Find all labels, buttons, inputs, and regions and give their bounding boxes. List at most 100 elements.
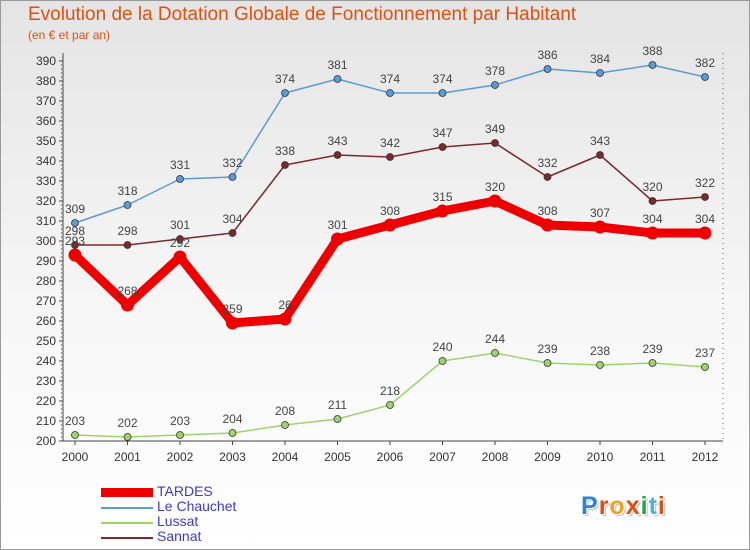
y-minor-tick [60,216,63,218]
x-tick-label: 2004 [272,450,299,464]
y-minor-tick [60,224,63,226]
y-minor-tick [60,212,63,214]
y-tick-label: 340 [36,154,56,168]
data-point-le-chauchet [648,61,657,69]
y-minor-tick [60,348,63,350]
y-minor-tick [60,112,63,114]
y-minor-tick [60,256,63,258]
y-minor-tick [60,152,63,154]
data-label-lussat: 239 [537,342,557,356]
data-label-tardes: 301 [327,218,347,232]
y-minor-tick [60,236,63,238]
y-tick-label: 260 [36,314,56,328]
x-tick-label: 2005 [324,450,351,464]
y-minor-tick [60,388,63,390]
y-minor-tick [60,288,63,290]
data-label-lussat: 203 [65,414,85,428]
logo-letter: o [609,492,626,520]
data-label-sannat: 342 [380,136,400,150]
y-minor-tick [60,296,63,298]
logo-letter: i [657,492,666,520]
data-point-le-chauchet [333,75,342,83]
data-label-sannat: 298 [117,224,137,238]
y-minor-tick [60,392,63,394]
data-point-lussat [701,363,709,371]
data-label-tardes: 308 [537,204,557,218]
y-minor-tick [60,316,63,318]
proxiti-logo: Proxiti [581,492,666,521]
y-minor-tick [60,396,63,398]
data-point-sannat [701,193,709,201]
y-minor-tick [60,88,63,90]
y-minor-tick [60,312,63,314]
y-minor-tick [60,324,63,326]
y-minor-tick [60,108,63,110]
data-point-sannat [491,139,499,147]
data-label-lussat: 202 [117,416,137,430]
y-minor-tick [60,104,63,106]
data-label-le-chauchet: 381 [327,58,347,72]
y-minor-tick [60,92,63,94]
data-point-lussat [386,401,394,409]
data-point-sannat [123,241,132,249]
data-label-lussat: 208 [275,404,295,418]
data-label-lussat: 239 [642,342,662,356]
data-point-tardes [488,194,502,208]
y-minor-tick [60,76,63,78]
data-label-le-chauchet: 332 [222,156,242,170]
x-tick-label: 2000 [62,450,89,464]
y-minor-tick [60,196,63,198]
y-minor-tick [60,96,63,98]
data-label-le-chauchet: 374 [380,72,400,86]
y-tick-label: 360 [36,114,56,128]
x-tick-label: 2011 [640,450,666,464]
y-tick-label: 270 [36,294,56,308]
data-point-lussat [281,421,289,429]
y-minor-tick [60,68,63,70]
data-point-le-chauchet [281,89,289,97]
y-minor-tick [60,424,63,426]
y-minor-tick [60,252,63,254]
y-tick-label: 240 [36,354,56,368]
y-minor-tick [60,264,63,266]
data-point-lussat [543,359,552,367]
data-point-tardes [646,226,659,240]
data-point-sannat [333,151,342,159]
data-point-tardes [383,218,397,232]
x-tick-label: 2006 [377,450,404,464]
y-minor-tick [60,128,63,130]
y-minor-tick [60,228,63,230]
y-minor-tick [60,432,63,434]
data-point-tardes [278,312,292,326]
y-minor-tick [60,204,63,206]
data-point-le-chauchet [228,173,237,181]
legend-swatch [101,507,153,509]
data-label-tardes: 292 [170,236,190,250]
chart-subtitle: (en € et par an) [28,28,111,42]
data-point-le-chauchet [176,175,184,183]
data-point-le-chauchet [491,81,499,89]
data-label-sannat: 298 [65,224,85,238]
y-tick-label: 280 [36,274,56,288]
data-point-tardes [226,316,239,330]
chart-title: Evolution de la Dotation Globale de Fonc… [28,4,577,25]
data-point-tardes [541,218,554,232]
data-point-lussat [438,357,447,365]
data-label-le-chauchet: 318 [117,184,137,198]
data-point-sannat [543,173,552,181]
data-point-sannat [228,229,237,237]
data-label-le-chauchet: 374 [432,72,452,86]
data-point-lussat [228,429,237,437]
y-tick-label: 220 [36,394,56,408]
logo-letter: t [648,492,658,520]
data-label-tardes: 315 [432,190,452,204]
y-minor-tick [60,356,63,358]
data-point-le-chauchet [386,89,394,97]
y-minor-tick [60,64,63,66]
y-minor-tick [60,276,63,278]
data-label-sannat: 304 [222,212,242,226]
y-tick-label: 350 [36,134,56,148]
y-minor-tick [60,376,63,378]
